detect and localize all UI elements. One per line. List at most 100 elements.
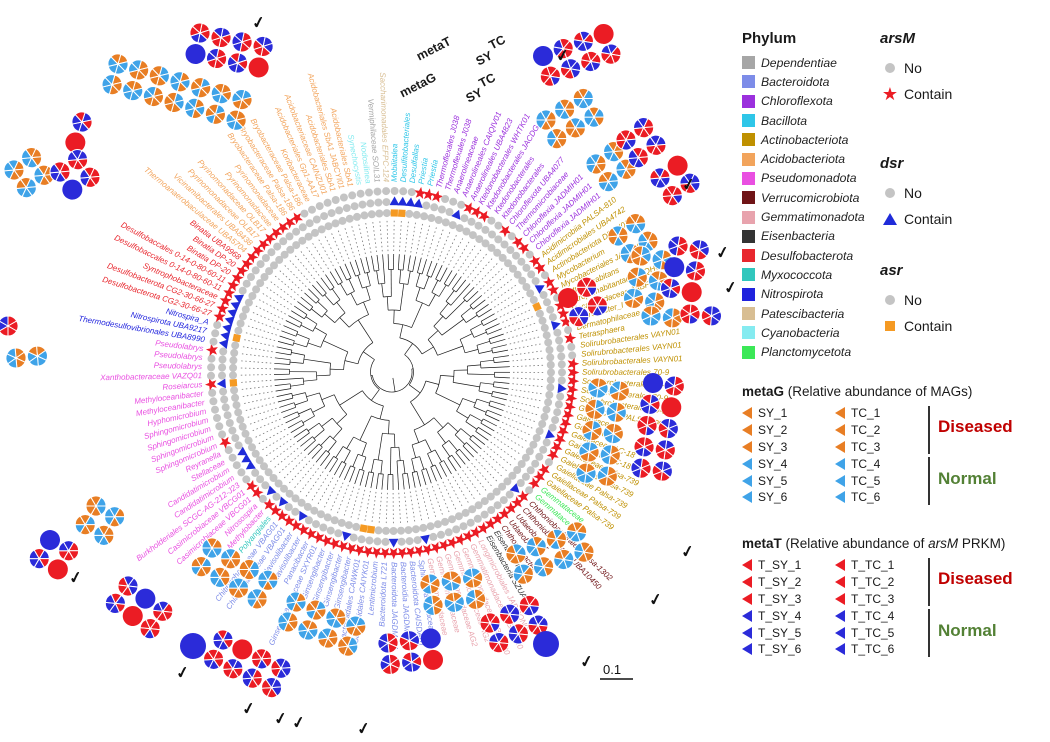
phylum-color-swatch: [742, 210, 755, 224]
no-gene-dot: [556, 392, 565, 401]
sample-row: TC_3: [835, 439, 928, 456]
sample-row: T_TC_5: [835, 624, 928, 641]
pie-chart: [585, 153, 607, 175]
no-gene-dot: [304, 232, 313, 241]
arsM-star-icon: [414, 186, 427, 199]
metaG-legend: metaG (Relative abundance of MAGs) SY_1 S…: [742, 384, 1048, 506]
arsM-star-icon: [504, 501, 517, 514]
phylum-legend-item: Dependentiae: [742, 53, 865, 72]
no-gene-dot: [213, 321, 222, 329]
pie-chart: [512, 563, 534, 585]
sample-row: TC_6: [835, 489, 928, 506]
sample-triangle-icon: [835, 407, 845, 420]
pie-block-T: [28, 530, 80, 580]
pie-block-T: [104, 575, 174, 640]
arsM-star-icon: [422, 543, 434, 556]
pie-chart: [252, 35, 274, 57]
no-gene-dot: [527, 270, 536, 279]
dsr-no: No: [880, 180, 1030, 206]
no-gene-dot: [234, 441, 243, 450]
no-gene-dot: [522, 263, 531, 272]
arsM-star-icon: [270, 227, 283, 240]
pie-chart: [552, 38, 574, 60]
pie-block-T: [615, 117, 667, 169]
arsM-star-icon: [387, 547, 400, 560]
sample-label: TC_4: [851, 456, 881, 471]
pie-chart: [104, 592, 126, 614]
pie-chart: [667, 235, 689, 257]
sample-label: SY_3: [758, 439, 788, 454]
pie-chart: [499, 603, 521, 625]
ring-header-label: TC: [487, 32, 508, 52]
no-gene-dot: [546, 383, 555, 392]
no-gene-dot: [208, 388, 217, 397]
pie-chart: [204, 103, 226, 125]
taxon-label: Roseiarcus: [162, 380, 203, 392]
no-gene-dot: [521, 453, 530, 462]
pie-chart: [568, 306, 590, 328]
no-gene-dot: [356, 189, 365, 198]
no-gene-dot: [358, 200, 367, 209]
arsM-star-icon: [231, 271, 244, 284]
no-gene-dot: [445, 208, 454, 216]
phylum-legend-item: Planctomycetota: [742, 342, 865, 361]
no-gene-dot: [441, 195, 450, 203]
checkmark-icon: ✓: [68, 569, 84, 588]
no-gene-dot: [255, 456, 264, 465]
phylum-color-swatch: [742, 94, 755, 108]
sample-label: T_TC_5: [851, 625, 895, 640]
no-gene-dot: [352, 522, 361, 531]
pie-chart: [533, 46, 553, 66]
sample-row: SY_5: [742, 472, 835, 489]
pie-chart: [71, 111, 93, 133]
no-gene-dot: [337, 518, 346, 527]
pie-chart: [580, 51, 602, 72]
arsM-star-icon: [205, 343, 218, 356]
asr-square-icon: [366, 525, 376, 534]
phylum-color-swatch: [742, 133, 755, 147]
pie-chart: [664, 257, 685, 278]
pie-block-T: [203, 629, 292, 699]
no-gene-dot: [211, 405, 219, 414]
no-gene-dot: [420, 212, 429, 221]
no-gene-dot: [349, 533, 358, 542]
taxon-label: Saccharimonadales EFPC-124: [378, 72, 391, 183]
pie-chart: [152, 600, 174, 622]
sample-triangle-icon: [742, 592, 752, 605]
sample-row: SY_3: [742, 439, 835, 456]
asr-contain-label: Contain: [904, 318, 953, 334]
pie-chart: [573, 541, 595, 563]
no-gene-dot: [454, 512, 463, 521]
no-gene-dot: [229, 371, 237, 380]
no-gene-dot: [517, 257, 526, 266]
no-gene-dot: [546, 305, 555, 314]
arsM-star-icon: [227, 279, 240, 292]
arsM-star-icon: [565, 392, 578, 405]
phylum-legend-item: Eisenbacteria: [742, 227, 865, 246]
pie-chart: [227, 577, 250, 599]
arsM-star-icon: [290, 212, 303, 225]
taxon-label: Desulfallas: [408, 144, 421, 184]
pie-block-T: [479, 595, 549, 654]
pie-chart: [615, 129, 637, 151]
no-gene-dot: [256, 475, 265, 484]
checkmark-icon: ✓: [579, 653, 595, 672]
sample-row: T_SY_6: [742, 641, 835, 658]
phylum-label: Gemmatimonadota: [761, 210, 865, 225]
phylum-legend-item: Bacillota: [742, 111, 865, 130]
no-gene-dot: [419, 523, 428, 532]
dsr-triangle-icon: [230, 301, 241, 311]
no-gene-dot: [260, 273, 269, 281]
no-gene-dot: [545, 346, 554, 354]
no-gene-dot: [507, 232, 516, 241]
pie-block-T: [660, 235, 710, 303]
sample-row: T_SY_2: [742, 574, 835, 591]
pie-chart: [663, 375, 685, 397]
arsM-star-icon: [404, 546, 417, 559]
ring-header-label: metaT: [414, 34, 453, 63]
arsM-star-icon: [430, 541, 443, 554]
no-gene-dot: [538, 316, 547, 325]
no-gene-dot: [521, 472, 530, 481]
arsM-star-icon: [263, 498, 276, 511]
asr-square-icon: [359, 524, 368, 533]
